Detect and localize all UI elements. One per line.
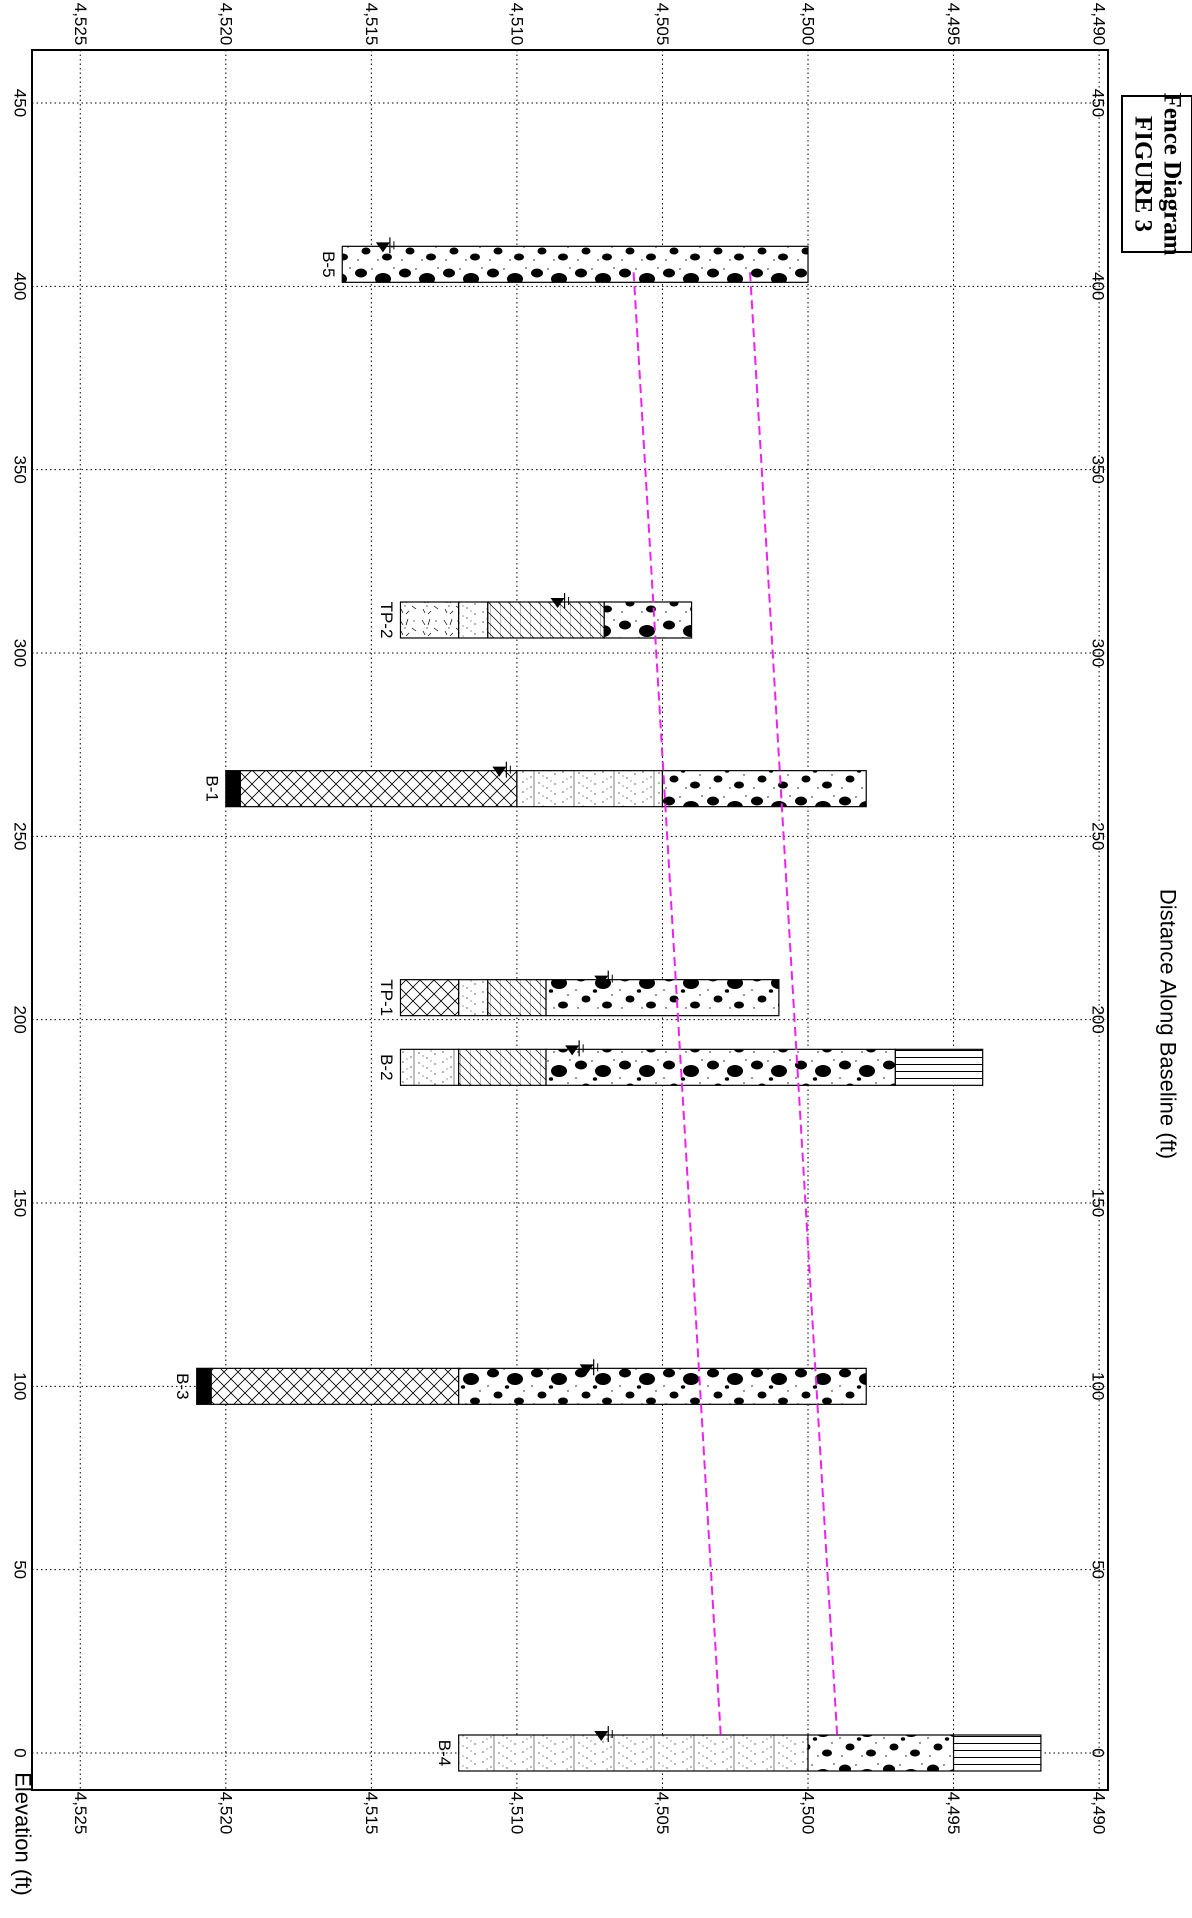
- water-level-icon: [550, 597, 565, 608]
- figure-title: FIGURE 3: [1130, 116, 1157, 232]
- layer-silt-sand: [399, 1048, 460, 1086]
- y-tick-label-bottom: 4,500: [799, 1792, 818, 1835]
- x-tick-label-right: 300: [1089, 639, 1108, 667]
- x-tick-label-right: 0: [1089, 1748, 1108, 1757]
- layer-gravel-cobbles: [545, 979, 780, 1017]
- x-tick-label-left: 400: [11, 272, 30, 300]
- layer-gravel-cobbles: [807, 1734, 955, 1772]
- boring-label: TP-2: [377, 602, 396, 639]
- boring-tp-1: TP-1: [377, 970, 780, 1017]
- y-tick-label-top: 4,500: [799, 3, 818, 46]
- x-tick-label-right: 400: [1089, 272, 1108, 300]
- interpolation-line-lower: [748, 267, 839, 1735]
- figure-subtitle: Fence Diagram: [1159, 92, 1186, 255]
- x-tick-label-left: 300: [11, 639, 30, 667]
- x-tick-label-right: 450: [1089, 89, 1108, 117]
- layer-gravel-cobbles: [545, 1048, 896, 1086]
- y-tick-label-top: 4,520: [216, 3, 235, 46]
- x-tick-label-right: 350: [1089, 455, 1108, 483]
- water-level-icon: [375, 242, 390, 253]
- x-tick-label-right: 200: [1089, 1005, 1108, 1033]
- y-tick-label-top: 4,505: [653, 3, 672, 46]
- y-tick-label-bottom: 4,495: [944, 1792, 963, 1835]
- x-tick-label-left: 350: [11, 455, 30, 483]
- water-level-icon: [565, 1045, 580, 1056]
- boring-label: B-3: [173, 1373, 192, 1399]
- y-tick-label-bottom: 4,505: [653, 1792, 672, 1835]
- y-tick-label-bottom: 4,520: [216, 1792, 235, 1835]
- layer-silty-clay: [487, 601, 605, 639]
- layer-silt-sand: [458, 601, 489, 639]
- layer-gravel-cobbles: [458, 1367, 867, 1405]
- layer-silt-sand: [458, 979, 489, 1017]
- x-tick-label-left: 100: [11, 1372, 30, 1400]
- x-tick-label-right: 100: [1089, 1372, 1108, 1400]
- water-level-icon: [594, 975, 609, 986]
- boring-tp-2: TP-2: [377, 592, 693, 639]
- layer-fill: [239, 770, 518, 808]
- boring-label: TP-1: [377, 979, 396, 1016]
- boring-label: B-1: [202, 775, 221, 801]
- y-tick-label-top: 4,490: [1090, 3, 1109, 46]
- water-level-icon: [594, 1731, 609, 1741]
- boring-label: B-5: [319, 251, 338, 277]
- layer-gravel-cobbles: [341, 245, 809, 283]
- x-tick-label-left: 0: [11, 1748, 30, 1757]
- boring-label: B-2: [377, 1054, 396, 1080]
- x-tick-label-right: 250: [1089, 822, 1108, 850]
- layer-gravel-cobbles: [603, 601, 693, 639]
- boring-b-5: B-5: [319, 237, 809, 283]
- layer-silty-clay: [487, 979, 547, 1017]
- layer-bedrock: [894, 1048, 984, 1086]
- x-tick-label-right: 50: [1089, 1560, 1108, 1579]
- layer-asphalt: [225, 770, 241, 808]
- y-tick-label-bottom: 4,515: [362, 1792, 381, 1835]
- boring-b-4: B-4: [435, 1726, 1042, 1772]
- y-axis-label: Elevation (ft): [11, 1772, 36, 1896]
- layer-bedrock: [952, 1734, 1042, 1772]
- layer-topsoil: [399, 601, 460, 639]
- water-level-icon: [492, 766, 507, 777]
- x-tick-label-left: 250: [11, 822, 30, 850]
- layer-fill: [210, 1367, 460, 1405]
- boring-b-1: B-1: [202, 761, 867, 808]
- y-tick-label-bottom: 4,510: [507, 1792, 526, 1835]
- figure-title-box: FIGURE 3 Fence Diagram: [1121, 92, 1192, 256]
- y-tick-label-top: 4,515: [362, 3, 381, 46]
- y-tick-label-bottom: 4,490: [1090, 1792, 1109, 1835]
- boring-b-3: B-3: [173, 1359, 867, 1405]
- y-tick-label-bottom: 4,525: [71, 1792, 90, 1835]
- layer-gravel-cobbles: [661, 770, 867, 808]
- interpolation-line-upper: [632, 267, 722, 1735]
- layer-silt-sand: [516, 770, 664, 808]
- layer-fill: [399, 979, 460, 1017]
- y-tick-label-top: 4,525: [71, 3, 90, 46]
- y-tick-label-top: 4,495: [944, 3, 963, 46]
- layer-silty-clay: [458, 1048, 547, 1086]
- water-level-icon: [579, 1364, 594, 1375]
- plot-frame: [31, 49, 1109, 1791]
- x-tick-label-left: 450: [11, 89, 30, 117]
- layer-silt-sand: [458, 1734, 809, 1772]
- x-axis-label: Distance Along Baseline (ft): [1156, 889, 1181, 1159]
- plot-layer: 0 0 50 50 100 100 150 150 200 200 250 250 300 300 350 3…: [11, 3, 1109, 1835]
- x-tick-label-right: 150: [1089, 1189, 1108, 1217]
- x-tick-label-left: 150: [11, 1189, 30, 1217]
- x-tick-label-left: 50: [11, 1560, 30, 1579]
- y-tick-label-top: 4,510: [507, 3, 526, 46]
- x-tick-label-left: 200: [11, 1005, 30, 1033]
- boring-b-2: B-2: [377, 1040, 984, 1086]
- boring-label: B-4: [435, 1740, 454, 1766]
- layer-asphalt: [196, 1367, 212, 1405]
